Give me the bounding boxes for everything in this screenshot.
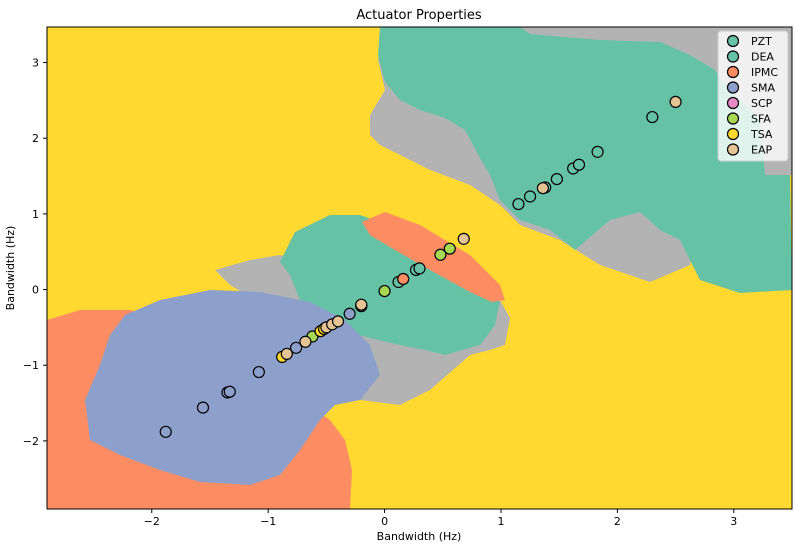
y-tick-label: −2 xyxy=(23,435,39,448)
plot-frame xyxy=(46,26,793,510)
x-tick-label: 2 xyxy=(614,515,621,528)
x-axis-label: Bandwidth (Hz) xyxy=(377,530,462,543)
legend-label-eap: EAP xyxy=(751,144,772,157)
point-eap xyxy=(355,298,368,311)
y-axis-label: Bandwidth (Hz) xyxy=(4,226,17,311)
legend-marker-tsa xyxy=(726,127,740,141)
y-tick-label: 0 xyxy=(32,284,39,297)
point-sma xyxy=(159,425,172,438)
legend-marker-sfa xyxy=(726,112,740,125)
point-eap xyxy=(669,95,682,109)
point-sma xyxy=(290,341,303,354)
point-ipmc xyxy=(397,272,410,286)
decision-regions xyxy=(47,27,792,509)
legend-label-pzt: PZT xyxy=(751,35,772,48)
y-tick-label: 3 xyxy=(32,57,39,70)
legend-marker-pzt xyxy=(726,34,740,48)
legend-label-scp: SCP xyxy=(751,97,773,110)
legend-label-sfa: SFA xyxy=(751,113,771,126)
point-dea xyxy=(413,262,426,275)
x-tick-label: −1 xyxy=(260,515,276,528)
legend-label-sma: SMA xyxy=(751,82,775,95)
x-tick-label: 1 xyxy=(497,515,504,528)
region-ipmc-middle xyxy=(362,212,505,302)
legend-marker-sma xyxy=(726,81,740,94)
point-sfa xyxy=(378,284,391,298)
point-dea xyxy=(512,197,525,211)
point-eap xyxy=(299,335,312,348)
point-eap xyxy=(331,315,345,328)
y-axis-ticks: −2 −1 0 1 2 3 xyxy=(23,57,47,448)
point-eap xyxy=(280,347,293,360)
point-sma xyxy=(223,385,236,398)
y-tick-label: 1 xyxy=(32,208,39,221)
point-sma xyxy=(343,307,356,320)
region-dea-upper xyxy=(378,27,792,293)
x-tick-label: 3 xyxy=(730,515,737,528)
point-eap xyxy=(457,232,470,245)
legend-marker-ipmc xyxy=(726,65,740,79)
point-sfa xyxy=(443,242,456,255)
point-dea xyxy=(523,190,537,203)
chart-title: Actuator Properties xyxy=(356,8,482,23)
point-sma xyxy=(196,401,210,414)
point-dea xyxy=(550,172,563,186)
legend-marker-dea xyxy=(726,50,740,63)
legend-marker-scp xyxy=(726,96,740,110)
data-points xyxy=(159,95,682,438)
legend-label-ipmc: IPMC xyxy=(751,66,778,79)
legend-label-dea: DEA xyxy=(751,51,774,64)
x-tick-label: 0 xyxy=(381,515,388,528)
point-sma xyxy=(252,365,265,379)
y-tick-label: 2 xyxy=(32,132,39,145)
x-tick-label: −2 xyxy=(144,515,160,528)
point-dea xyxy=(591,145,604,158)
legend-marker-eap xyxy=(726,143,740,156)
point-dea xyxy=(646,110,659,124)
x-axis-ticks: −2 −1 0 1 2 3 xyxy=(144,509,737,528)
y-tick-label: −1 xyxy=(23,359,39,372)
point-eap xyxy=(536,182,549,195)
legend-label-tsa: TSA xyxy=(750,128,773,141)
point-sfa xyxy=(434,248,447,261)
point-dea xyxy=(572,158,586,171)
legend: PZT DEA IPMC SMA SCP SFA TSA EAP xyxy=(717,30,789,162)
